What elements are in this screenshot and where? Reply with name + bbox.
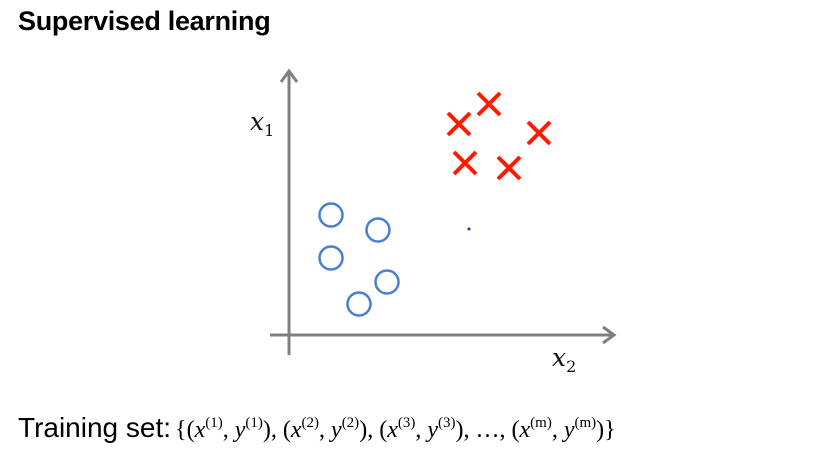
x-axis-arrowhead [602,325,617,345]
cross-mark [526,120,552,146]
x-axis-label-sub: 2 [566,357,577,376]
x-axis-label: x2 [552,343,576,376]
circle-mark [374,269,400,295]
cross-mark [496,155,522,181]
cross-mark [446,111,472,137]
cursor-dot [467,227,471,231]
x-axis-label-var: x [552,343,567,372]
slide-title: Supervised learning [18,6,271,36]
training-pair: (x(m), y(m)) [511,415,605,443]
training-pair: (x(3), y(3)) [379,415,464,443]
y-axis-label: x1 [250,107,274,140]
training-set-formula: Training set: {(x(1), y(1)), (x(2), y(2)… [18,412,616,444]
circle-mark [318,202,344,228]
training-set-math: {(x(1), y(1)), (x(2), y(2)), (x(3), y(3)… [175,415,616,443]
circle-mark [318,245,344,271]
cross-mark [476,91,502,117]
y-axis-label-var: x [250,107,265,136]
y-axis-arrowhead [279,68,299,83]
training-pair: (x(1), y(1)) [186,415,271,443]
training-set-label: Training set: [18,412,172,443]
training-pair: (x(2), y(2)) [282,415,368,443]
cross-mark [452,150,478,176]
y-axis-label-sub: 1 [264,121,275,140]
axes [270,68,617,355]
circle-mark [365,217,391,243]
ellipsis: … [475,417,500,443]
circle-mark [346,291,372,317]
